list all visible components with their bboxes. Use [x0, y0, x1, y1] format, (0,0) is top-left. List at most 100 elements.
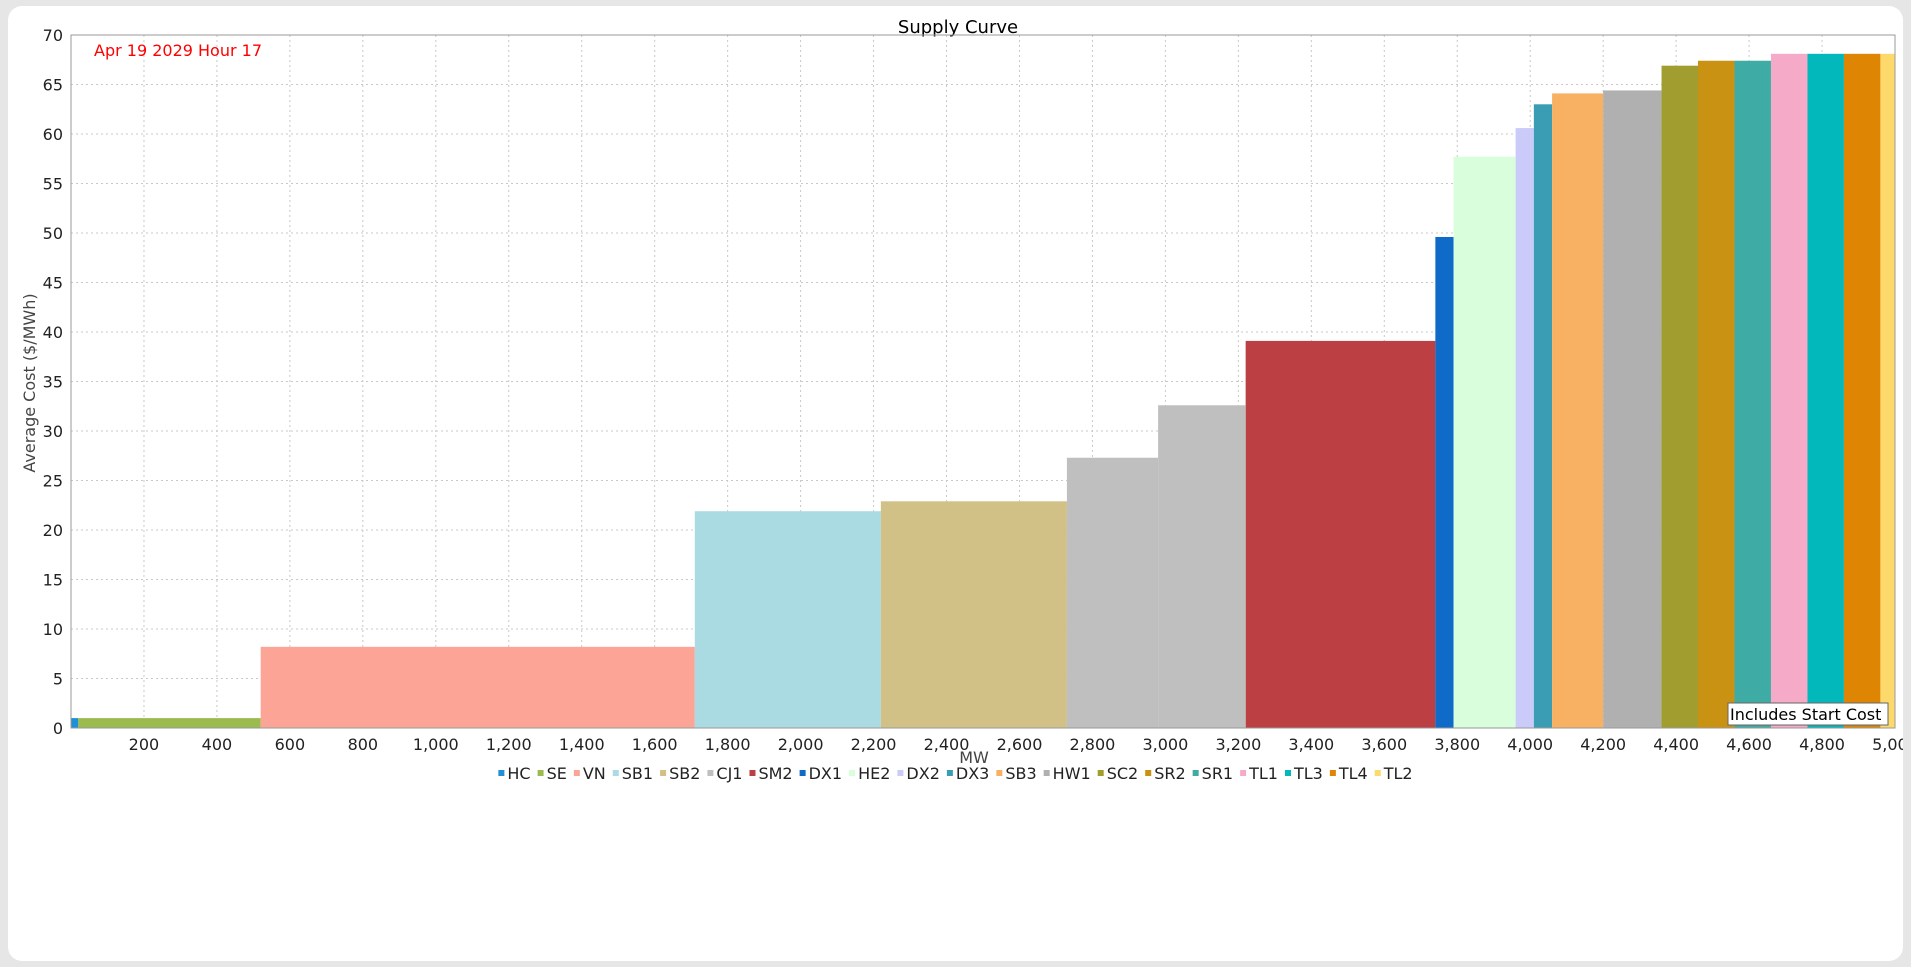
bar-sm2: [1245, 340, 1436, 728]
legend-item-sb1: SB1: [612, 764, 653, 783]
x-tick-label: 4,200: [1580, 735, 1626, 754]
y-tick-label: 70: [43, 26, 63, 45]
bar-tl4: [1843, 53, 1881, 729]
legend-swatch: [1043, 770, 1050, 776]
x-axis-ticks: 200 400 600 800 1,000 1,200 1,400 1,600 1,800 2,0…: [129, 735, 1903, 754]
x-tick-label: 3,400: [1288, 735, 1334, 754]
bar-dx3: [1533, 104, 1553, 729]
y-tick-label: 10: [43, 620, 63, 639]
x-tick-label: 1,600: [632, 735, 678, 754]
y-axis-ticks: 0 5 10 15 20 25 30 35 40 45 50 55 60 65 70: [43, 26, 63, 738]
x-tick-label: 4,600: [1726, 735, 1772, 754]
y-axis-title: Average Cost ($/MWh): [20, 293, 39, 472]
legend-swatch: [946, 770, 953, 776]
legend-swatch: [897, 770, 904, 776]
legend-swatch: [612, 770, 619, 776]
date-annotation: Apr 19 2029 Hour 17: [94, 41, 262, 60]
x-tick-label: 1,800: [705, 735, 751, 754]
bar-dx1: [1435, 236, 1454, 728]
legend-swatch: [1284, 770, 1291, 776]
bar-he2: [1453, 156, 1516, 728]
legend-item-hw1: HW1: [1043, 764, 1091, 783]
bar-cj1: [1158, 405, 1246, 728]
bar-tl3: [1807, 53, 1844, 729]
legend-label: HC: [507, 764, 530, 783]
start-cost-note: Includes Start Cost: [1727, 702, 1889, 726]
x-tick-label: 800: [348, 735, 379, 754]
x-tick-label: 2,600: [997, 735, 1043, 754]
legend-label: SC2: [1107, 764, 1139, 783]
legend-item-he2: HE2: [849, 764, 890, 783]
y-tick-label: 65: [43, 76, 63, 95]
legend-label: SR2: [1154, 764, 1185, 783]
bar-sc2: [1661, 65, 1699, 728]
legend-swatch: [707, 770, 714, 776]
legend-label: HW1: [1053, 764, 1091, 783]
y-tick-label: 25: [43, 472, 63, 491]
legend-item-sb3: SB3: [996, 764, 1037, 783]
legend-swatch: [849, 770, 856, 776]
x-tick-label: 200: [129, 735, 160, 754]
legend-item-cj1: CJ1: [707, 764, 742, 783]
y-tick-label: 20: [43, 521, 63, 540]
legend-swatch: [749, 770, 756, 776]
bar-sb1: [694, 511, 881, 728]
legend-label: CJ1: [716, 764, 742, 783]
legend-swatch: [1329, 770, 1336, 776]
bar-se: [78, 718, 261, 728]
x-tick-label: 5,000: [1872, 735, 1903, 754]
legend-item-tl3: TL3: [1284, 764, 1323, 783]
bar-sr1: [1734, 60, 1771, 729]
legend-label: DX2: [906, 764, 939, 783]
legend-item-dx2: DX2: [897, 764, 940, 783]
legend-item-tl2: TL2: [1374, 764, 1413, 783]
legend-item-tl1: TL1: [1240, 764, 1278, 783]
legend-item-dx3: DX3: [946, 764, 989, 783]
x-tick-label: 2,400: [924, 735, 970, 754]
legend-item-sc2: SC2: [1097, 764, 1139, 783]
legend-label: TL3: [1293, 764, 1323, 783]
legend-swatch: [996, 770, 1003, 776]
legend-swatch: [537, 770, 544, 776]
bar-hw1: [1603, 90, 1662, 728]
y-tick-label: 5: [53, 670, 63, 689]
y-tick-label: 55: [43, 175, 63, 194]
x-tick-label: 4,400: [1653, 735, 1699, 754]
x-axis-title: MW: [959, 748, 989, 767]
legend-swatch: [1097, 770, 1104, 776]
bar-tl2: [1880, 53, 1895, 729]
x-tick-label: 1,000: [413, 735, 459, 754]
legend-label: TL4: [1338, 764, 1368, 783]
legend-item-sr2: SR2: [1145, 764, 1186, 783]
y-tick-label: 45: [43, 274, 63, 293]
x-tick-label: 2,200: [851, 735, 897, 754]
x-tick-label: 2,000: [778, 735, 824, 754]
y-tick-label: 30: [43, 422, 63, 441]
y-tick-label: 0: [53, 719, 63, 738]
legend-item-vn: VN: [573, 764, 606, 783]
y-tick-label: 50: [43, 224, 63, 243]
legend-label: SE: [547, 764, 567, 783]
legend-label: SM2: [758, 764, 792, 783]
y-tick-label: 60: [43, 125, 63, 144]
legend-item-sm2: SM2: [749, 764, 793, 783]
bar-sb3: [1552, 93, 1604, 728]
legend-swatch: [1145, 770, 1152, 776]
legend-label: TL1: [1248, 764, 1278, 783]
legend-label: DX1: [809, 764, 842, 783]
bar-cj1: [1066, 457, 1159, 728]
legend-item-hc: HC: [498, 764, 531, 783]
chart-panel: Supply Curve 200 400 600 800 1,000 1,200 1,400…: [8, 6, 1903, 961]
legend-label: TL2: [1383, 764, 1413, 783]
y-tick-label: 35: [43, 373, 63, 392]
legend-swatch: [799, 770, 806, 776]
x-tick-label: 3,200: [1215, 735, 1261, 754]
x-tick-label: 600: [275, 735, 306, 754]
legend-swatch: [573, 770, 580, 776]
bar-sr2: [1698, 60, 1735, 729]
start-cost-note-text: Includes Start Cost: [1730, 705, 1881, 724]
legend-item-sb2: SB2: [660, 764, 700, 783]
legend-swatch: [660, 770, 667, 776]
x-tick-label: 1,200: [486, 735, 532, 754]
legend-label: DX3: [956, 764, 989, 783]
